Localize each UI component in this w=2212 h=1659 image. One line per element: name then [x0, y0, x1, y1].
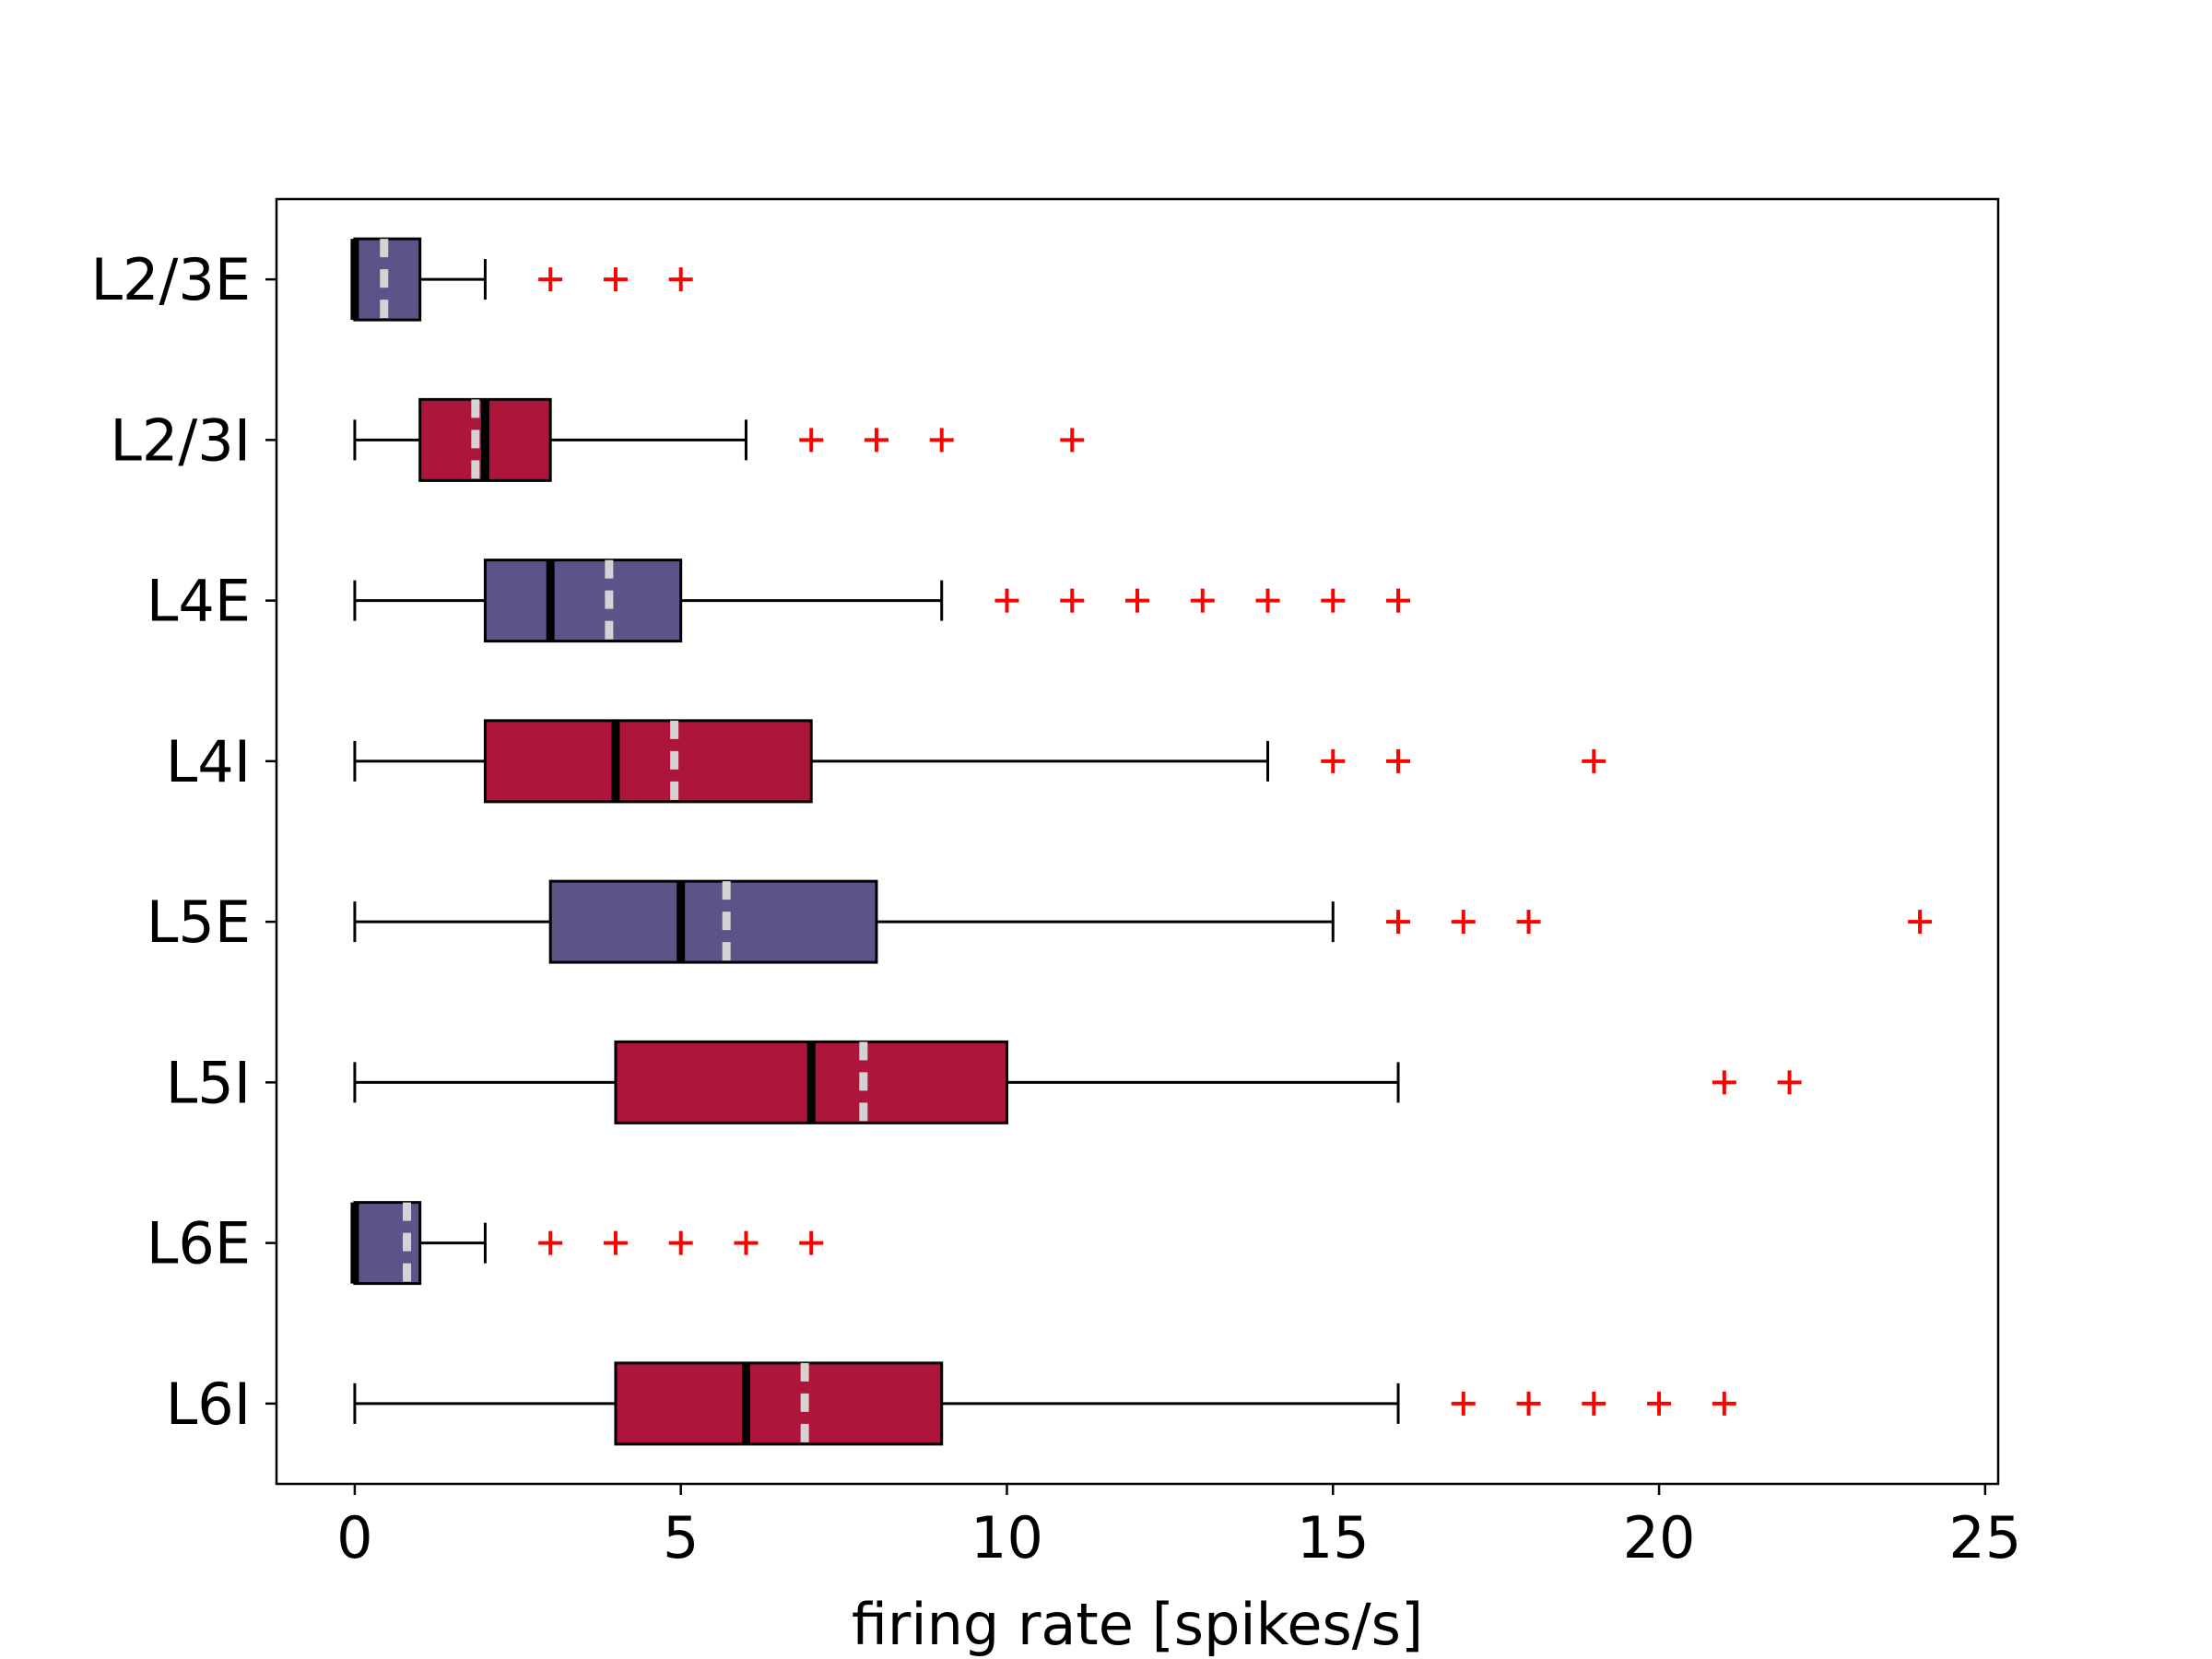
- outlier-marker: [668, 1230, 693, 1255]
- outlier-marker: [1516, 1391, 1541, 1416]
- outlier-marker: [1386, 748, 1411, 773]
- iqr-box: [483, 719, 813, 804]
- outlier-marker: [1255, 588, 1280, 613]
- y-tick-label: L6E: [147, 1210, 251, 1277]
- x-tick-label: 10: [971, 1504, 1043, 1571]
- box-7: [353, 1361, 1736, 1446]
- x-tick-label: 20: [1623, 1504, 1696, 1571]
- outlier-marker: [1451, 910, 1476, 935]
- plot-area: [350, 237, 1933, 1446]
- x-tick-label: 15: [1297, 1504, 1370, 1571]
- outlier-marker: [1712, 1070, 1736, 1095]
- y-tick-label: L4E: [147, 568, 251, 635]
- outlier-marker: [1582, 1391, 1606, 1416]
- outlier-marker: [864, 428, 888, 453]
- y-tick-label: L5I: [166, 1049, 251, 1116]
- y-tick-label: L5E: [147, 888, 251, 956]
- outlier-marker: [1451, 1391, 1476, 1416]
- iqr-box: [614, 1361, 944, 1446]
- y-tick-label: L2/3E: [91, 246, 252, 313]
- outlier-marker: [1647, 1391, 1672, 1416]
- box-2: [353, 559, 1411, 643]
- outlier-marker: [1386, 910, 1411, 935]
- outlier-marker: [799, 428, 824, 453]
- outlier-marker: [929, 428, 954, 453]
- outlier-marker: [1190, 588, 1215, 613]
- box-6: [350, 1201, 824, 1286]
- outlier-marker: [1321, 588, 1346, 613]
- outlier-marker: [734, 1230, 759, 1255]
- box-0: [350, 237, 693, 322]
- y-tick-label: L2/3I: [110, 406, 251, 474]
- y-tick-label: L4I: [166, 728, 251, 795]
- outlier-marker: [1386, 588, 1411, 613]
- outlier-marker: [799, 1230, 824, 1255]
- outlier-marker: [603, 267, 628, 292]
- box-3: [353, 719, 1606, 804]
- outlier-marker: [603, 1230, 628, 1255]
- axes-frame: [275, 197, 2000, 1486]
- outlier-marker: [538, 267, 563, 292]
- outlier-marker: [1321, 748, 1346, 773]
- box-5: [353, 1040, 1802, 1124]
- iqr-box: [548, 879, 878, 964]
- outlier-marker: [1582, 748, 1606, 773]
- outlier-marker: [1060, 428, 1085, 453]
- box-4: [353, 879, 1933, 964]
- y-axis: L2/3E L2/3I L4E L4I L5E L5I L6E L6I: [91, 246, 276, 1438]
- outlier-marker: [1777, 1070, 1802, 1095]
- box-1: [353, 397, 1085, 482]
- x-axis-title: firing rate [spikes/s]: [852, 1591, 1423, 1658]
- outlier-marker: [994, 588, 1019, 613]
- outlier-marker: [1908, 910, 1933, 935]
- outlier-marker: [668, 267, 693, 292]
- x-tick-label: 25: [1948, 1504, 2021, 1571]
- x-tick-label: 5: [663, 1504, 699, 1571]
- outlier-marker: [1516, 910, 1541, 935]
- outlier-marker: [1712, 1391, 1736, 1416]
- outlier-marker: [1060, 588, 1085, 613]
- outlier-marker: [538, 1230, 563, 1255]
- iqr-box: [483, 559, 683, 643]
- y-tick-label: L6I: [166, 1371, 251, 1438]
- outlier-marker: [1125, 588, 1149, 613]
- x-axis: 0 5 10 15 20 25: [336, 1484, 2021, 1571]
- x-tick-label: 0: [336, 1504, 372, 1571]
